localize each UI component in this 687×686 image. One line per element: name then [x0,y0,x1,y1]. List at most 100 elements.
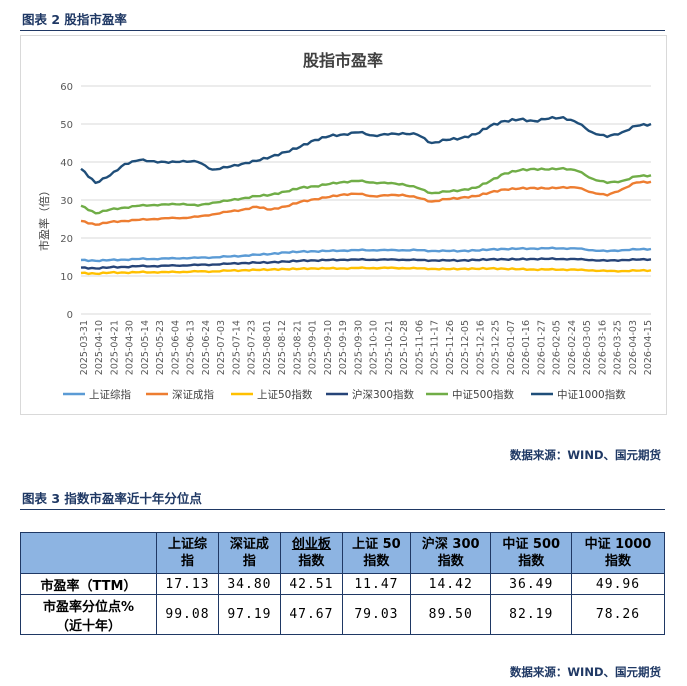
legend-label: 深证成指 [172,388,214,401]
x-tick-label: 2025-12-05 [460,320,471,375]
table-cell: 78.26 [571,594,665,635]
x-tick-label: 2025-06-04 [170,320,181,375]
table-cell: 17.13 [156,573,219,595]
series-lines [80,115,652,276]
x-tick-label: 2026-01-07 [506,320,517,375]
figure3-rule [20,509,665,510]
x-tick-label: 2026-01-16 [521,320,532,375]
x-tick-label: 2025-10-28 [399,320,410,375]
x-tick-label: 2025-09-01 [308,320,319,375]
x-tick-label: 2025-12-16 [475,320,486,375]
x-tick-label: 2025-08-12 [277,320,288,375]
percentile-table: 上证综指深证成指创业板 指数 上证 50 指数 沪深 300 指数 中证 500 指数 中证 1… [20,532,665,635]
x-tick-label: 2026-02-24 [567,320,578,375]
y-tick-label: 30 [60,196,73,207]
table-cell: 99.08 [156,594,219,635]
x-tick-label: 2025-08-01 [262,320,273,375]
table-row-label: 市盈率（TTM） [20,573,157,595]
x-tick-label: 2025-10-21 [384,320,395,375]
legend-label: 中证500指数 [452,388,515,401]
y-tick-label: 0 [67,310,73,321]
table-row-label: 市盈率分位点% （近十年） [20,594,157,635]
x-tick-label: 2025-07-14 [231,320,242,375]
table-cell: 14.42 [409,573,492,595]
x-tick-label: 2025-04-21 [109,320,120,375]
table-column-header: 创业板 指数 [279,532,343,574]
x-tick-label: 2025-09-19 [338,320,349,375]
x-tick-label: 2025-05-14 [140,320,151,375]
legend-label: 上证综指 [89,388,131,401]
x-tick-labels: 2025-03-31 2025-04-10 2025-04-21 2025-04-30… [79,320,654,375]
table-cell: 79.03 [341,594,411,635]
series-line [80,115,652,185]
x-tick-label: 2025-04-30 [125,320,136,375]
x-tick-label: 2025-06-24 [201,320,212,375]
x-tick-label: 2025-08-21 [292,320,303,375]
x-tick-label: 2025-06-13 [186,320,197,375]
table-column-header: 中证 1000 指数 [571,532,665,574]
series-line [80,180,652,226]
table-column-header: 上证 50 指数 [341,532,411,574]
x-tick-label: 2025-07-23 [247,320,258,375]
table-cell: 89.50 [409,594,492,635]
series-line [80,166,652,215]
figure2-source: 数据来源：WIND、国元期货 [509,448,661,462]
table-cell: 97.19 [217,594,281,635]
x-tick-label: 2025-04-10 [94,320,105,375]
table-column-header: 深证成指 [217,532,281,574]
table-column-header: 上证综指 [156,532,219,574]
y-tick-label: 50 [60,120,73,131]
table-cell: 11.47 [341,573,411,595]
table-row: 市盈率（TTM） 17.13 34.80 42.51 11.47 14.42 36.49 49… [20,573,665,595]
x-tick-label: 2025-11-26 [445,320,456,375]
y-tick-labels: 0 10 20 30 40 50 60 [60,82,73,321]
y-tick-label: 10 [60,272,73,283]
x-tick-label: 2025-12-25 [491,320,502,375]
figure2-caption: 图表 2 股指市盈率 [22,12,127,27]
legend-label: 沪深300指数 [352,388,415,401]
table-header-row: 上证综指深证成指创业板 指数 上证 50 指数 沪深 300 指数 中证 500 指数 中证 1… [20,532,665,574]
x-tick-label: 2026-03-16 [597,320,608,375]
y-tick-label: 60 [60,82,73,93]
x-tick-label: 2026-04-03 [628,320,639,375]
x-tick-label: 2026-03-05 [582,320,593,375]
legend-label: 上证50指数 [257,388,313,401]
series-line [80,266,652,276]
table-row: 市盈率分位点% （近十年） 99.08 97.19 47.67 79.03 89.50 82.… [20,594,665,635]
x-tick-label: 2025-11-06 [414,320,425,375]
series-line [80,246,652,263]
table-column-header: 沪深 300 指数 [409,532,492,574]
table-cell: 82.19 [490,594,572,635]
chart-frame: 股指市盈率 市盈率（倍） 0 10 20 30 40 50 60 2025-03-31 202… [20,35,667,415]
table-cell: 47.67 [279,594,343,635]
table-cell: 42.51 [279,573,343,595]
chart-legend: 上证综指 深证成指 上证50指数 沪深300指数 中证500指数 中证1000指数 [63,388,626,401]
x-tick-label: 2025-05-23 [155,320,166,375]
x-tick-label: 2025-11-17 [430,320,441,375]
y-axis-label: 市盈率（倍） [37,185,51,251]
x-tick-label: 2025-09-10 [323,320,334,375]
legend-label: 中证1000指数 [557,388,626,401]
x-tick-label: 2026-03-25 [613,320,624,375]
figure3-caption: 图表 3 指数市盈率近十年分位点 [22,491,202,506]
x-tick-label: 2026-02-05 [552,320,563,375]
x-tick-label: 2026-01-27 [536,320,547,375]
figure2-rule [20,30,665,31]
x-tick-label: 2025-10-10 [369,320,380,375]
figure3-source: 数据来源：WIND、国元期货 [509,665,661,679]
x-tick-label: 2025-03-31 [79,320,90,375]
table-cell: 34.80 [217,573,281,595]
x-tick-label: 2026-04-15 [643,320,654,375]
table-body: 市盈率（TTM） 17.13 34.80 42.51 11.47 14.42 36.49 49… [20,573,665,635]
chart-title: 股指市盈率 [303,51,383,70]
y-tick-label: 20 [60,234,73,245]
table-column-header: 中证 500 指数 [490,532,572,574]
x-tick-label: 2025-09-30 [353,320,364,375]
table-cell: 49.96 [571,573,665,595]
x-tick-label: 2025-07-03 [216,320,227,375]
y-tick-label: 40 [60,158,73,169]
table-cell: 36.49 [490,573,572,595]
table-corner-cell [20,532,157,574]
series-line [80,257,652,270]
